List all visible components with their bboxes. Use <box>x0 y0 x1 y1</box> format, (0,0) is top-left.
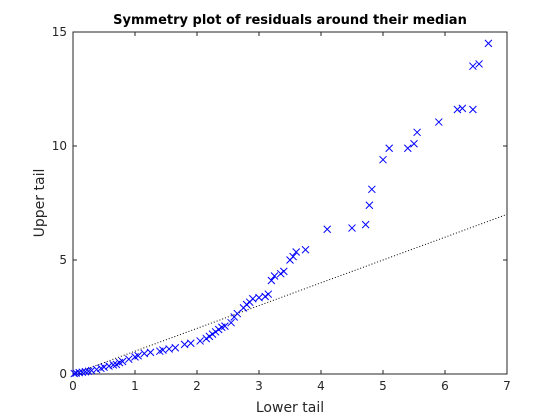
data-point <box>165 345 173 353</box>
data-point <box>301 245 310 254</box>
data-point <box>361 220 370 229</box>
data-point <box>118 357 127 366</box>
data-point <box>469 62 477 71</box>
data-point <box>233 309 242 318</box>
data-point <box>292 248 301 256</box>
data-point <box>81 367 90 376</box>
x-tick-label: 6 <box>441 379 449 393</box>
data-point <box>264 290 273 299</box>
data-point <box>205 332 214 341</box>
x-tick-label: 0 <box>69 379 77 393</box>
data-point <box>413 128 421 137</box>
data-point <box>180 340 189 349</box>
data-point <box>78 368 87 377</box>
data-point <box>227 318 235 327</box>
data-point <box>171 343 180 352</box>
x-tick-label: 7 <box>503 379 511 393</box>
data-point <box>196 337 204 345</box>
data-point <box>146 348 155 357</box>
data-point <box>255 293 263 302</box>
data-point <box>75 368 84 377</box>
data-point <box>109 361 118 369</box>
data-point <box>279 267 288 276</box>
data-point <box>365 201 374 210</box>
data-point <box>379 155 387 164</box>
x-tick-label: 2 <box>193 379 201 393</box>
data-point <box>84 367 93 376</box>
x-tick-label: 4 <box>317 379 325 393</box>
data-point <box>72 369 80 377</box>
y-tick-label: 0 <box>59 367 67 381</box>
data-point <box>276 269 285 278</box>
y-tick-label: 5 <box>59 253 67 267</box>
data-point <box>100 363 108 372</box>
data-point <box>221 322 229 330</box>
data-point <box>159 346 167 354</box>
data-point <box>242 300 251 309</box>
data-point <box>214 325 223 334</box>
y-axis-label: Upper tail <box>32 169 48 238</box>
data-point <box>92 365 101 374</box>
data-markers <box>70 39 493 378</box>
reference-line <box>72 213 508 375</box>
data-point <box>134 351 142 360</box>
data-point <box>367 185 376 194</box>
data-point <box>434 118 443 126</box>
chart-title: Symmetry plot of residuals around their … <box>113 13 467 28</box>
data-point <box>248 294 257 303</box>
data-point <box>211 327 220 336</box>
data-point <box>403 144 412 153</box>
data-point <box>270 272 279 280</box>
data-point <box>323 225 332 234</box>
data-point <box>385 144 394 153</box>
data-point <box>475 60 483 68</box>
data-point <box>289 252 297 261</box>
x-tick-label: 3 <box>255 379 263 393</box>
data-point <box>261 292 270 301</box>
axis-ticks: 0 1 2 3 4 5 6 7 0 5 10 15 <box>52 25 511 393</box>
axes-box <box>72 31 508 375</box>
data-point <box>202 334 211 343</box>
plot-area: 0 1 2 3 4 5 6 7 0 5 10 15 <box>52 25 511 393</box>
data-point <box>453 105 462 114</box>
data-point <box>87 366 96 375</box>
data-point <box>186 339 195 348</box>
data-point <box>469 105 477 114</box>
data-point <box>140 349 149 358</box>
x-tick-label: 5 <box>379 379 387 393</box>
x-tick-label: 1 <box>131 379 139 393</box>
data-point <box>410 139 418 148</box>
y-tick-label: 15 <box>52 25 67 39</box>
data-point <box>105 362 113 370</box>
data-point <box>484 39 493 48</box>
data-point <box>348 224 356 232</box>
data-point <box>458 104 467 113</box>
data-point <box>208 330 217 338</box>
y-tick-label: 10 <box>52 139 67 153</box>
x-axis-label: Lower tail <box>256 400 324 416</box>
data-point <box>267 276 276 285</box>
data-point <box>124 355 133 364</box>
